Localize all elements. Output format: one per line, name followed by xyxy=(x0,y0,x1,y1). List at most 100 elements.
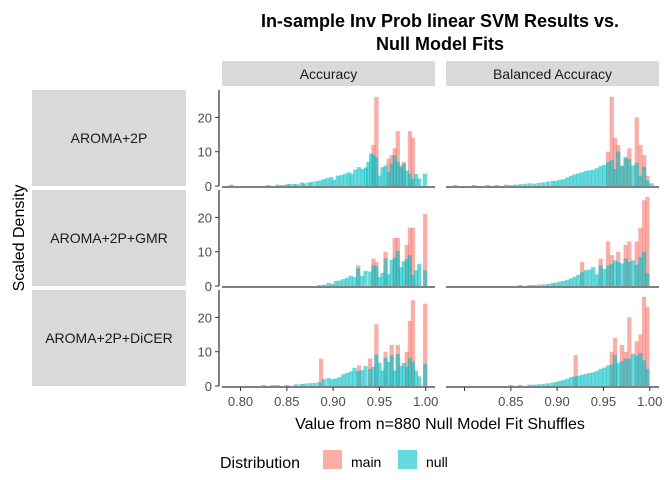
bar-null-6 xyxy=(303,383,308,386)
bar-null-2 xyxy=(531,284,537,286)
bar-null-9 xyxy=(561,280,566,286)
bar-null-1 xyxy=(270,384,276,386)
bar-null-24 xyxy=(374,354,379,386)
bar-null-20 xyxy=(343,173,348,186)
bar-null-19 xyxy=(356,370,361,386)
bar-null-20 xyxy=(572,174,577,186)
bar-null-44 xyxy=(417,178,422,186)
bar-null-30 xyxy=(392,370,397,386)
bar-null-38 xyxy=(398,167,403,186)
bar-main-2 xyxy=(386,158,391,186)
legend-key-main xyxy=(323,450,342,469)
legend-label-main: main xyxy=(351,454,381,470)
bar-null-30 xyxy=(634,355,639,386)
bar-null-8 xyxy=(348,275,353,286)
bar-null-19 xyxy=(339,175,344,186)
legend-key-null xyxy=(398,450,417,469)
bar-null-34 xyxy=(623,156,628,186)
bar-null-2 xyxy=(326,282,331,286)
y-axis-title: Scaled Density xyxy=(11,185,28,292)
bar-null-24 xyxy=(616,262,621,286)
bar-main-10 xyxy=(645,196,650,286)
bar-null-11 xyxy=(326,378,331,386)
bar-null-41 xyxy=(649,183,654,186)
bar-null-38 xyxy=(417,376,422,386)
bar-null-24 xyxy=(356,167,362,186)
bar-null-15 xyxy=(341,374,346,386)
bar-null-22 xyxy=(609,264,614,286)
y-tick-label-aroma-2p-dicer-2: 20 xyxy=(198,310,212,325)
bar-null-0 xyxy=(508,384,513,386)
strip-row-aroma-2p-gmr xyxy=(32,190,186,286)
bar-null-7 xyxy=(344,277,350,286)
x-tick-label-accuracy-2: 0.90 xyxy=(320,394,345,409)
bar-null-18 xyxy=(335,175,340,186)
bar-null-28 xyxy=(386,362,391,386)
bar-null-15 xyxy=(325,178,330,186)
bar-null-12 xyxy=(314,181,319,186)
bar-null-10 xyxy=(561,379,566,386)
bar-null-0 xyxy=(261,384,266,386)
bar-null-22 xyxy=(605,365,611,386)
bar-null-8 xyxy=(554,381,559,386)
bar-null-7 xyxy=(517,184,523,186)
bar-main-8 xyxy=(407,320,413,386)
bar-null-10 xyxy=(531,183,537,186)
bar-null-27 xyxy=(366,162,371,186)
bar-null-5 xyxy=(545,283,550,286)
bar-null-8 xyxy=(299,182,304,186)
bar-null-13 xyxy=(368,271,373,286)
bar-null-30 xyxy=(374,157,379,186)
bar-null-21 xyxy=(605,265,611,286)
bar-null-13 xyxy=(318,180,323,186)
x-tick-label-balanced-accuracy-4: 1.00 xyxy=(637,394,662,409)
bar-null-15 xyxy=(374,266,379,286)
bar-main-7 xyxy=(634,117,639,186)
strip-row-label-aroma-2p-gmr: AROMA+2P+GMR xyxy=(50,230,167,246)
bar-null-36 xyxy=(392,155,397,186)
strip-col-accuracy xyxy=(222,61,435,86)
bar-null-9 xyxy=(557,380,563,386)
bar-null-16 xyxy=(557,179,563,186)
bar-null-22 xyxy=(349,174,354,186)
x-tick-label-balanced-accuracy-2: 0.90 xyxy=(544,394,569,409)
bar-null-29 xyxy=(634,264,639,286)
facet-strips: Accuracy Balanced Accuracy AROMA+2P AROMA+2… xyxy=(32,61,659,386)
bar-null-27 xyxy=(410,275,416,286)
bar-null-17 xyxy=(348,371,353,386)
bar-null-2 xyxy=(275,384,280,386)
bar-null-6 xyxy=(545,383,550,386)
x-tick-label-balanced-accuracy-3: 0.95 xyxy=(591,394,616,409)
bar-main-9 xyxy=(410,300,416,386)
bar-null-8 xyxy=(557,281,563,286)
bar-null-16 xyxy=(329,177,334,186)
bar-main-8 xyxy=(410,227,416,286)
bar-null-6 xyxy=(341,279,346,286)
bar-null-0 xyxy=(317,284,322,286)
bar-null-26 xyxy=(623,258,628,286)
axes: 0 10 20 0 10 20 0 10 20 0.80 0.85 0.90 0.95 1.00 0.85 0… xyxy=(198,90,662,409)
y-tick-label-aroma-2p-0: 0 xyxy=(205,179,212,194)
bar-null-20 xyxy=(602,268,607,286)
x-tick-label-balanced-accuracy-1: 0.85 xyxy=(498,394,523,409)
bar-null-23 xyxy=(398,267,403,286)
y-tick-label-aroma-2p-gmr-1: 10 xyxy=(198,245,212,260)
bar-null-4 xyxy=(333,280,339,286)
bar-null-39 xyxy=(401,163,406,186)
bar-null-22 xyxy=(368,368,373,386)
bar-null-16 xyxy=(587,269,592,286)
bar-null-7 xyxy=(554,282,559,286)
bar-null-28 xyxy=(413,270,419,286)
bar-null-24 xyxy=(612,355,618,386)
legend: Distribution main null xyxy=(220,450,448,472)
bar-null-13 xyxy=(545,181,550,186)
bar-null-36 xyxy=(630,165,636,186)
bar-null-17 xyxy=(331,179,337,186)
bar-main-9 xyxy=(423,214,428,286)
bar-null-0 xyxy=(453,184,458,186)
y-tick-label-aroma-2p-gmr-2: 20 xyxy=(198,210,212,225)
bar-null-9 xyxy=(352,277,357,286)
bar-null-7 xyxy=(294,184,300,186)
bar-main-2 xyxy=(605,241,611,286)
